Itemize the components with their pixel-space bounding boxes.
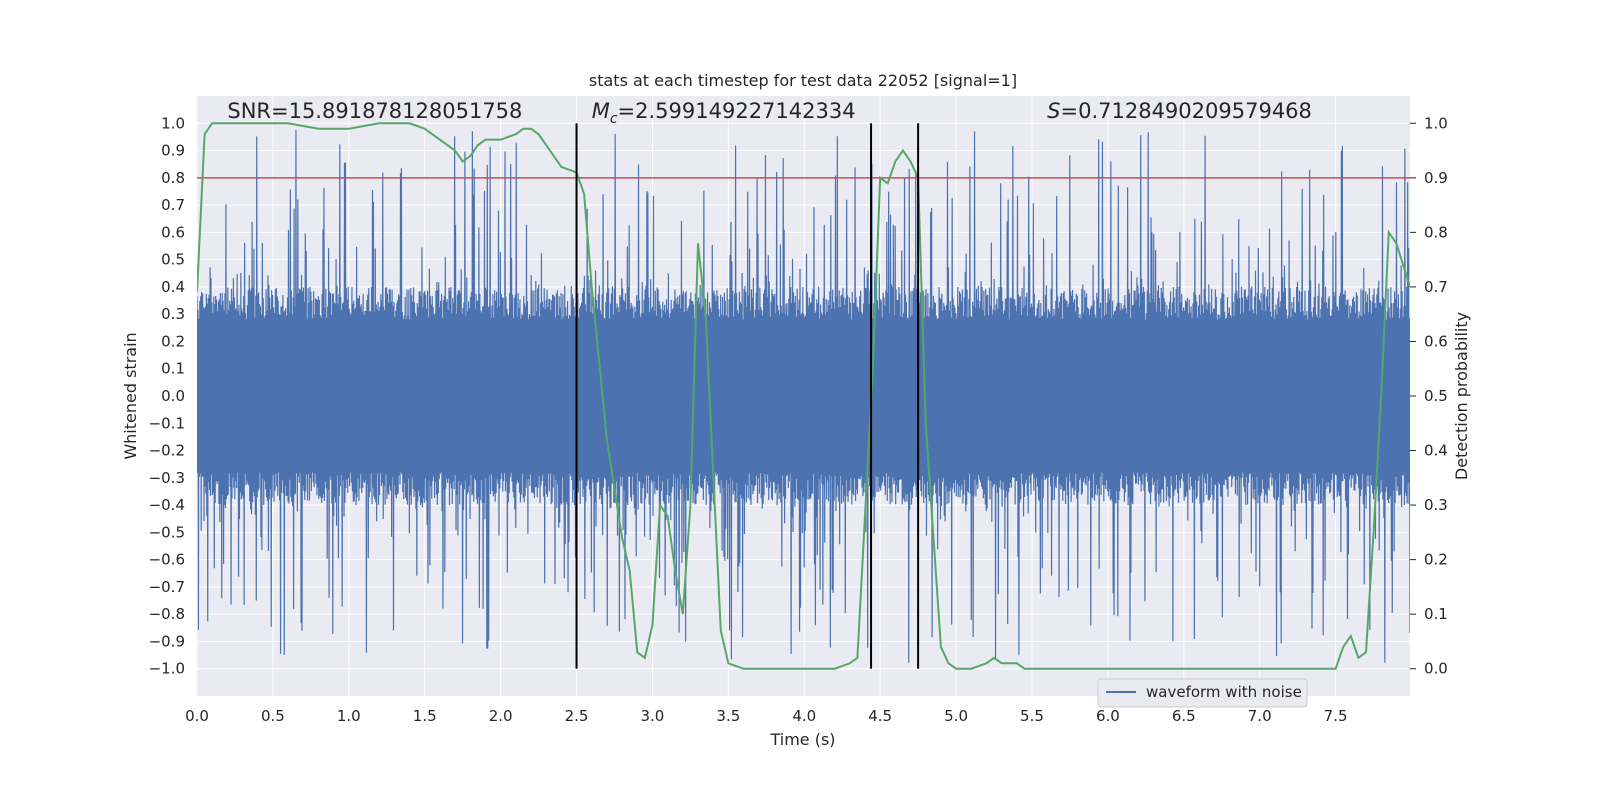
y-right-tick-label: 0.4	[1424, 442, 1448, 460]
y-right-tick-label: 0.9	[1424, 169, 1448, 187]
y-right-tick-label: 0.2	[1424, 551, 1448, 569]
x-tick-label: 6.0	[1096, 707, 1120, 725]
annotation-value: =2.599149227142334	[618, 99, 856, 123]
probability-series	[197, 122, 1410, 670]
y-tick-label: −0.3	[149, 469, 185, 487]
y-right-axis-label: Detection probability	[1452, 312, 1471, 480]
y-right-tick-label: 0.5	[1424, 387, 1448, 405]
annotation-text: S=0.7128490209579468	[1047, 99, 1312, 123]
x-tick-label: 5.0	[944, 707, 968, 725]
x-tick-label: 6.5	[1172, 707, 1196, 725]
y-tick-label: 0.6	[161, 223, 185, 241]
x-tick-label: 3.0	[641, 707, 665, 725]
y-tick-label: 0.0	[161, 387, 185, 405]
legend-entry-waveform: waveform with noise	[1146, 683, 1302, 701]
x-tick-label: 7.5	[1324, 707, 1348, 725]
annotations: SNR=15.891878128051758 Mc=2.5991492271423…	[227, 99, 1312, 127]
x-tick-label: 3.5	[716, 707, 740, 725]
y-tick-label: 0.1	[161, 360, 185, 378]
legend-box	[1097, 678, 1308, 708]
waveform-series	[197, 130, 1410, 663]
y-right-tick-label: 0.0	[1424, 660, 1448, 678]
y-right-tick-label: 0.1	[1424, 605, 1448, 623]
y-tick-label: 0.5	[161, 251, 185, 269]
y-tick-label: −0.2	[149, 442, 185, 460]
y-right-tick-label: 0.8	[1424, 223, 1448, 241]
y-right-tick-labels: 0.0 0.1 0.2 0.3 0.4 0.5 0.6 0.7 0.8 0.9 1.0	[1410, 114, 1448, 678]
x-tick-label: 1.0	[337, 707, 361, 725]
probability-line	[197, 122, 1410, 670]
y-tick-label: 0.9	[161, 142, 185, 160]
waveform-line	[197, 130, 1410, 663]
y-right-tick-label: 0.6	[1424, 332, 1448, 350]
annotation-text: Mc=2.599149227142334	[592, 99, 856, 127]
y-tick-label: 0.4	[161, 278, 185, 296]
x-tick-label: 4.0	[792, 707, 816, 725]
y-right-tick-label: 0.3	[1424, 496, 1448, 514]
y-tick-label: 0.8	[161, 169, 185, 187]
y-tick-label: 1.0	[161, 114, 185, 132]
y-tick-label: −1.0	[149, 660, 185, 678]
x-tick-label: 1.5	[413, 707, 437, 725]
annotation-subscript: c	[610, 111, 618, 127]
y-tick-label: −0.1	[149, 414, 185, 432]
annotation-text: SNR=15.891878128051758	[227, 99, 522, 123]
x-tick-label: 0.5	[261, 707, 285, 725]
y-tick-label: −0.4	[149, 496, 185, 514]
y-left-tick-labels: −1.0 −0.9 −0.8 −0.7 −0.6 −0.5 −0.4 −0.3 −0.2 −0.1…	[149, 114, 185, 677]
x-tick-label: 4.5	[868, 707, 892, 725]
y-tick-label: −0.9	[149, 632, 185, 650]
y-tick-label: 0.2	[161, 332, 185, 350]
chart-title: stats at each timestep for test data 220…	[589, 71, 1017, 90]
x-tick-label: 7.0	[1248, 707, 1272, 725]
y-tick-label: 0.7	[161, 196, 185, 214]
x-axis-label: Time (s)	[769, 730, 835, 749]
annotation-symbol: M	[592, 99, 610, 123]
y-tick-label: 0.3	[161, 305, 185, 323]
annotation-symbol: S	[1047, 99, 1060, 123]
y-tick-label: −0.5	[149, 523, 185, 541]
y-tick-label: −0.8	[149, 605, 185, 623]
y-axis-label: Whitened strain	[121, 332, 140, 459]
y-right-tick-label: 0.7	[1424, 278, 1448, 296]
x-tick-labels: 0.0 0.5 1.0 1.5 2.0 2.5 3.0 3.5 4.0 4.5 5.0 5.5 6.0 6…	[185, 707, 1347, 725]
x-tick-label: 5.5	[1020, 707, 1044, 725]
annotation-value: =0.7128490209579468	[1061, 99, 1312, 123]
marker-lines	[575, 123, 920, 669]
x-tick-label: 0.0	[185, 707, 209, 725]
x-tick-label: 2.5	[565, 707, 589, 725]
y-tick-label: −0.6	[149, 551, 185, 569]
legend: waveform with noise	[1097, 678, 1308, 708]
x-tick-label: 2.0	[489, 707, 513, 725]
y-right-tick-label: 1.0	[1424, 114, 1448, 132]
y-tick-label: −0.7	[149, 578, 185, 596]
